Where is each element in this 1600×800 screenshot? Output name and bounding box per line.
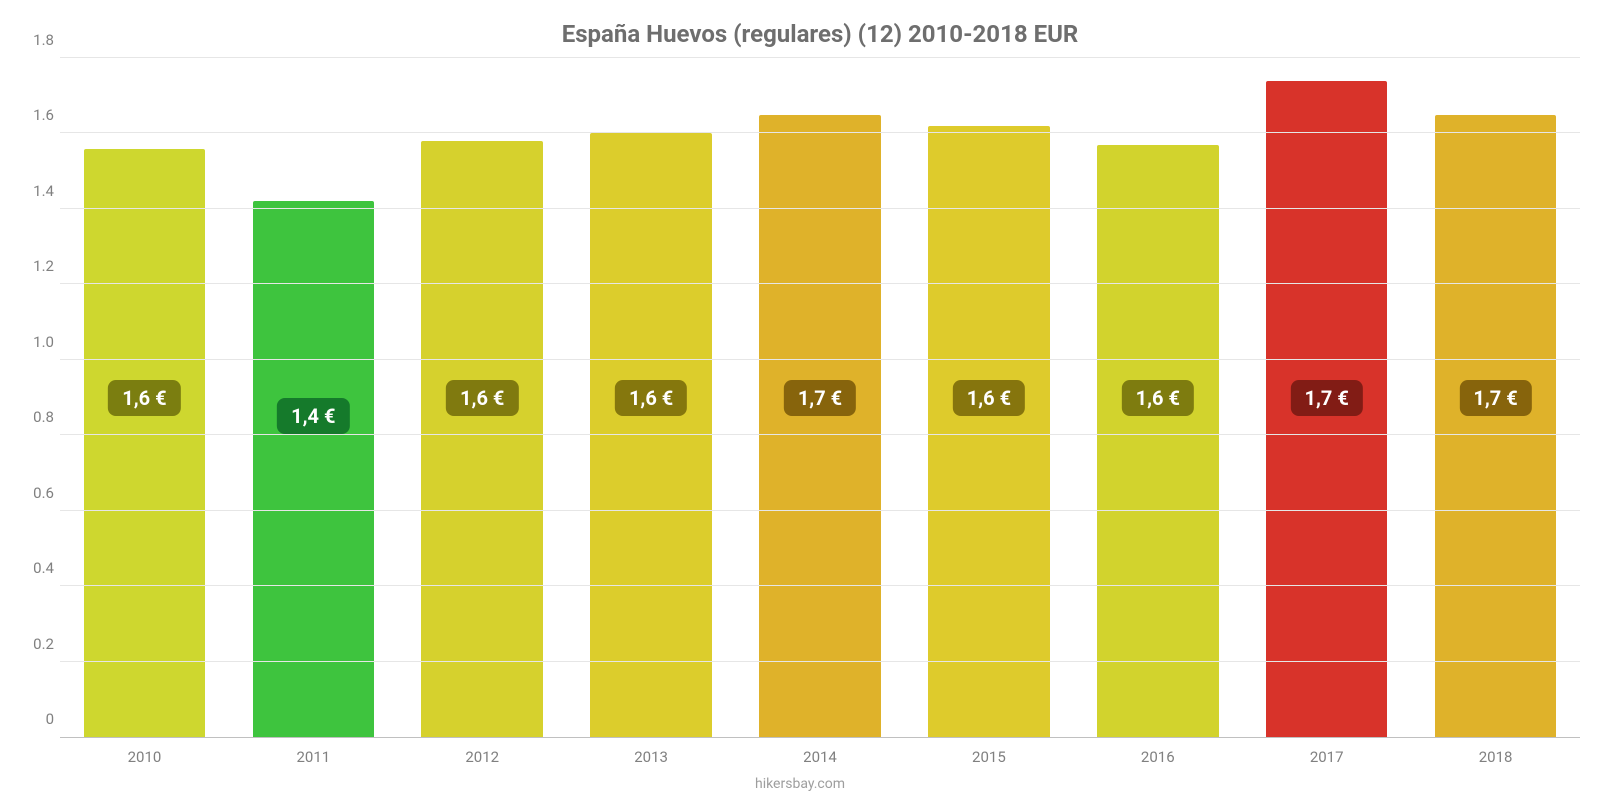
y-tick-label: 1.4 [10,182,54,200]
bar-chart: España Huevos (regulares) (12) 2010-2018… [0,0,1600,800]
bar-slot: 1,6 € [60,58,229,737]
attribution-text: hikersbay.com [0,776,1600,792]
bar-slot: 1,6 € [398,58,567,737]
bar [253,201,375,737]
value-badge: 1,6 € [953,380,1025,416]
x-tick-label: 2018 [1411,748,1580,766]
bar-slot: 1,4 € [229,58,398,737]
value-badge: 1,6 € [108,380,180,416]
bar-slot: 1,7 € [1411,58,1580,737]
bar [1097,145,1219,737]
bar [84,149,206,737]
x-tick-label: 2011 [229,748,398,766]
gridline [60,359,1580,360]
value-badge: 1,7 € [784,380,856,416]
gridline [60,132,1580,133]
value-badge: 1,7 € [1459,380,1531,416]
x-axis: 201020112012201320142015201620172018 [60,748,1580,766]
value-badge: 1,7 € [1291,380,1363,416]
gridline [60,283,1580,284]
bar-slot: 1,7 € [1242,58,1411,737]
bar-slot: 1,7 € [736,58,905,737]
bar [928,126,1050,737]
gridline [60,661,1580,662]
plot-area: 1,6 € 1,4 € 1,6 € 1,6 € 1,7 € 1,6 € 1,6 € 1,7 €… [60,58,1580,738]
x-tick-label: 2016 [1073,748,1242,766]
value-badge: 1,6 € [446,380,518,416]
value-badge: 1,4 € [277,398,349,434]
y-tick-label: 0.6 [10,484,54,502]
bar-slot: 1,6 € [904,58,1073,737]
gridline [60,208,1580,209]
bars-container: 1,6 € 1,4 € 1,6 € 1,6 € 1,7 € 1,6 € 1,6 € 1,7 €… [60,58,1580,737]
y-tick-label: 1.8 [10,31,54,49]
y-tick-label: 1.0 [10,333,54,351]
bar [421,141,543,737]
y-tick-label: 0.2 [10,635,54,653]
gridline [60,434,1580,435]
value-badge: 1,6 € [615,380,687,416]
bar-slot: 1,6 € [1073,58,1242,737]
y-tick-label: 1.2 [10,257,54,275]
y-tick-label: 0 [10,710,54,728]
x-tick-label: 2013 [567,748,736,766]
value-badge: 1,6 € [1122,380,1194,416]
x-tick-label: 2015 [904,748,1073,766]
y-tick-label: 0.4 [10,559,54,577]
bar-slot: 1,6 € [567,58,736,737]
gridline [60,585,1580,586]
y-tick-label: 0.8 [10,408,54,426]
chart-title: España Huevos (regulares) (12) 2010-2018… [60,20,1580,48]
x-tick-label: 2017 [1242,748,1411,766]
x-tick-label: 2014 [736,748,905,766]
gridline [60,57,1580,58]
y-tick-label: 1.6 [10,106,54,124]
x-tick-label: 2010 [60,748,229,766]
x-tick-label: 2012 [398,748,567,766]
gridline [60,510,1580,511]
